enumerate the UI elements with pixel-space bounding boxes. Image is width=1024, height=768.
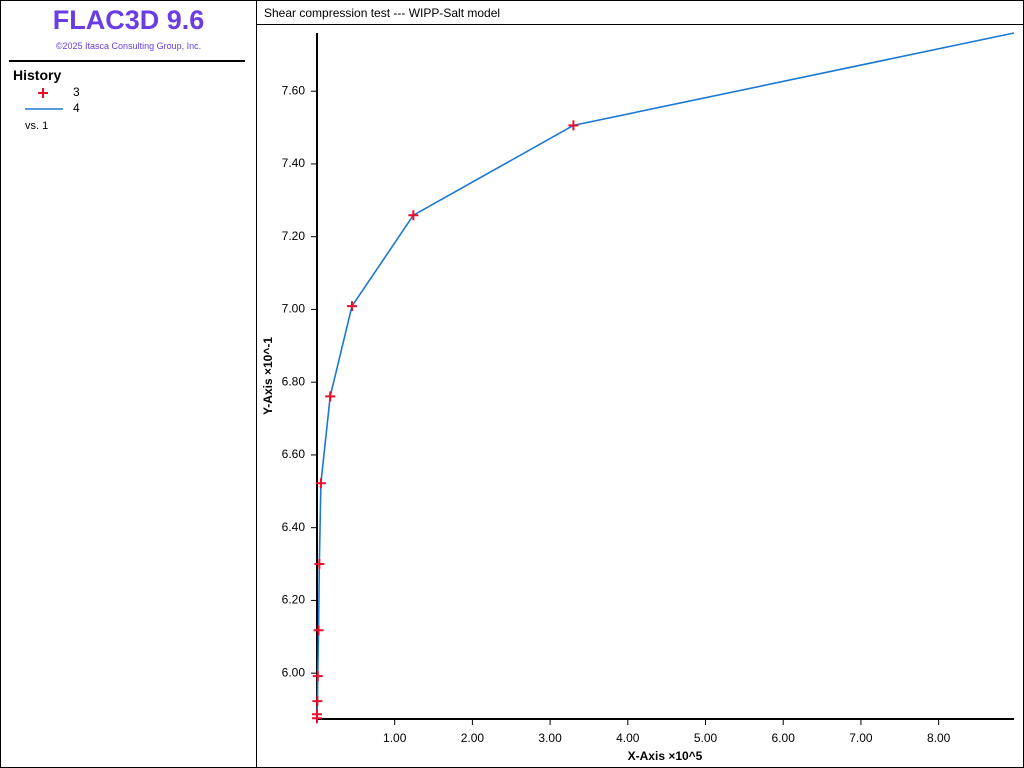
legend: 34 [25,85,80,115]
x-tick-label: 6.00 [772,731,796,745]
series-line [316,32,1015,719]
y-tick-label: 7.20 [282,229,306,243]
x-tick-label: 5.00 [694,731,718,745]
marker [346,301,357,312]
legend-label: 3 [73,85,80,99]
marker [325,391,336,402]
y-tick-label: 7.60 [282,83,306,97]
divider [9,60,245,62]
x-tick-label: 3.00 [538,731,562,745]
y-tick-label: 6.20 [282,593,306,607]
x-tick-label: 1.00 [383,731,407,745]
plot-panel: Shear compression test --- WIPP-Salt mod… [256,0,1024,768]
marker [312,671,323,682]
brand-title: FLAC3D 9.6 [52,5,205,35]
marker [312,709,322,720]
x-tick-label: 2.00 [461,731,485,745]
legend-note: vs. 1 [25,120,49,132]
y-tick-label: 7.40 [282,156,306,170]
y-tick-label: 7.00 [282,302,306,316]
y-tick-label: 6.80 [282,374,306,388]
y-axis-label: Y-Axis ×10^-1 [261,337,275,415]
legend-title: History [13,67,62,83]
plot-title: Shear compression test --- WIPP-Salt mod… [257,1,1023,25]
marker [312,696,323,707]
x-tick-label: 7.00 [849,731,873,745]
copyright: ©2025 Itasca Consulting Group, Inc. [55,41,202,51]
marker [568,120,579,131]
x-tick-label: 4.00 [616,731,640,745]
marker [315,478,326,489]
side-panel: FLAC3D 9.6 ©2025 Itasca Consulting Group… [0,0,256,768]
marker [313,625,324,636]
marker [314,559,325,570]
x-axis-label: X-Axis ×10^5 [628,749,703,763]
y-tick-label: 6.00 [282,665,306,679]
x-tick-label: 8.00 [927,731,951,745]
marker [38,88,48,98]
y-tick-label: 6.40 [282,520,306,534]
y-tick-label: 6.60 [282,447,306,461]
chart: 6.00 6.20 6.40 6.60 6.80 7.00 7.20 7.40 7.60 1.00… [261,32,1015,763]
marker [408,210,419,221]
legend-label: 4 [73,101,80,115]
